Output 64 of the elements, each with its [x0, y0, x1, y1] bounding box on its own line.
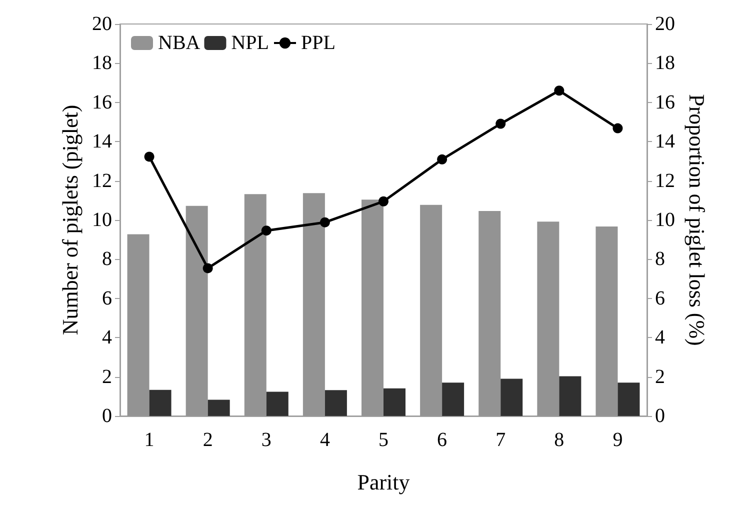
point	[378, 196, 388, 206]
legend-label: NBA	[158, 32, 201, 54]
y-tick-label: 4	[102, 326, 112, 349]
legend-label: PPL	[301, 32, 336, 54]
y-tick-label: 20	[92, 13, 112, 35]
bar	[500, 378, 523, 416]
x-tick-label: 9	[612, 429, 623, 451]
x-tick-label: 8	[554, 429, 564, 451]
y2-tick-label: 2	[655, 366, 665, 388]
x-tick-label: 3	[261, 429, 272, 451]
bar	[442, 382, 464, 416]
bar	[127, 234, 150, 416]
bar	[149, 390, 172, 416]
bar	[384, 388, 406, 416]
y-tick-label: 8	[102, 248, 112, 270]
bar	[208, 400, 230, 416]
bar	[302, 193, 325, 416]
x-tick-label: 7	[496, 429, 506, 451]
y-tick-label: 14	[92, 130, 112, 153]
x-tick-label: 1	[144, 429, 154, 451]
x-tick-label: 2	[202, 429, 213, 451]
y2-tick-label: 10	[655, 209, 675, 231]
bar	[186, 206, 208, 416]
y2-tick-label: 8	[655, 248, 665, 270]
point	[437, 154, 448, 164]
bar	[559, 376, 582, 416]
point	[554, 86, 564, 96]
x-tick-label: 6	[437, 429, 448, 451]
x-tick-label: 5	[378, 429, 388, 451]
x-axis-title: Parity	[357, 470, 410, 494]
y2-tick-label: 6	[655, 287, 665, 310]
point	[144, 152, 154, 162]
bar	[362, 200, 384, 416]
point	[320, 217, 330, 228]
point	[612, 123, 623, 134]
y-tick-label: 10	[92, 209, 112, 231]
y2-axis-title: Proportion of piglet loss (%)	[684, 94, 710, 346]
y2-tick-label: 14	[655, 130, 675, 153]
y2-tick-label: 18	[655, 52, 675, 74]
bar	[420, 204, 442, 416]
y2-tick-label: 20	[655, 13, 675, 35]
legend-label: NPL	[231, 32, 270, 54]
y-tick-label: 2	[102, 366, 112, 388]
y2-tick-label: 12	[655, 170, 675, 192]
bar	[537, 222, 560, 416]
y-tick-label: 0	[102, 405, 112, 427]
y2-tick-label: 4	[655, 326, 665, 349]
bar	[324, 390, 347, 416]
point	[261, 226, 272, 236]
y-axis-title: Number of piglets (piglet)	[58, 104, 83, 336]
y2-tick-label: 16	[655, 91, 675, 114]
bar	[478, 210, 501, 416]
y-tick-label: 12	[92, 170, 112, 192]
point	[202, 263, 213, 274]
y-tick-label: 6	[102, 287, 112, 310]
y-tick-label: 16	[92, 91, 112, 114]
x-tick-label: 4	[320, 429, 330, 451]
bar	[596, 226, 618, 416]
y-tick-label: 18	[92, 52, 112, 74]
point	[496, 118, 506, 129]
bar	[244, 194, 266, 416]
bar	[618, 382, 640, 416]
bar	[266, 392, 288, 416]
y2-tick-label: 0	[655, 405, 665, 427]
